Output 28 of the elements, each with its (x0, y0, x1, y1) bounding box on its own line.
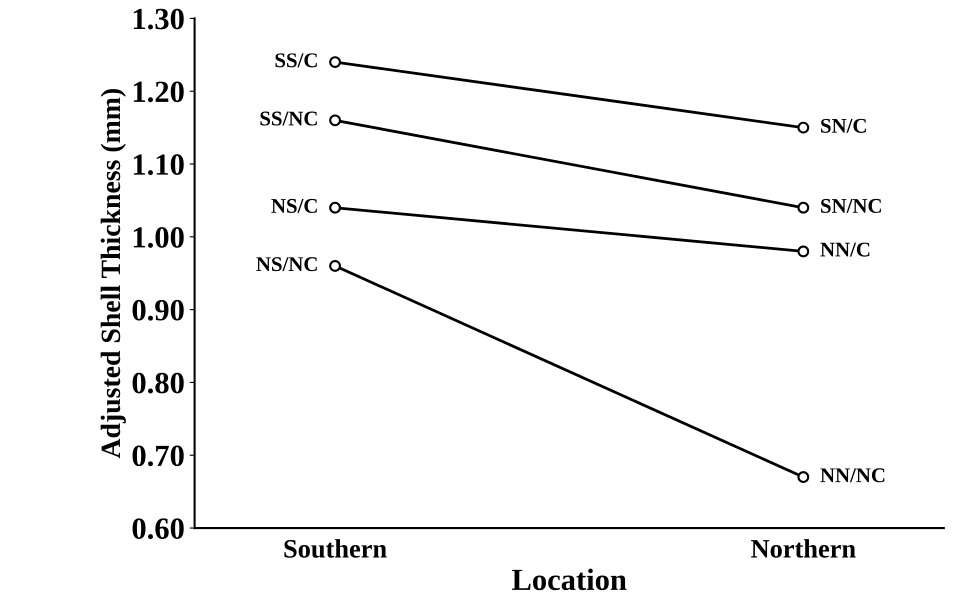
point (329, 56, 341, 68)
y-tick-label: 0.80 (132, 372, 184, 394)
annotation: SN/NC (821, 198, 881, 213)
y-tick-label: 0.90 (132, 300, 184, 321)
y-tick-label: 1.20 (134, 82, 184, 102)
x-tick-label: Southern (284, 539, 387, 558)
y-tick-label: 0.70 (132, 446, 184, 466)
x-axis-title: Location (512, 568, 626, 590)
point (797, 245, 810, 258)
annotation: SS/C (276, 53, 317, 68)
point (797, 122, 810, 134)
annotation: SN/C (821, 118, 866, 133)
annotation: NS/NC (256, 257, 317, 272)
y-tick-label: 1.30 (134, 8, 184, 30)
annotation: NN/NC (820, 468, 884, 482)
point (329, 114, 341, 126)
point (797, 202, 810, 214)
annotation: SS/NC (260, 112, 317, 126)
annotation: NS/C (271, 198, 317, 213)
point (329, 260, 341, 272)
x-tick-label: Northern (751, 539, 856, 558)
y-axis-title: Adjusted Shell Thickness (mm) (100, 89, 126, 458)
y-tick-label: 1.10 (134, 154, 184, 176)
y-tick-label: 1.00 (134, 227, 184, 248)
point (329, 202, 341, 214)
point (797, 471, 810, 483)
annotation: NN/C (820, 242, 870, 257)
y-tick-label: 0.60 (132, 518, 184, 540)
